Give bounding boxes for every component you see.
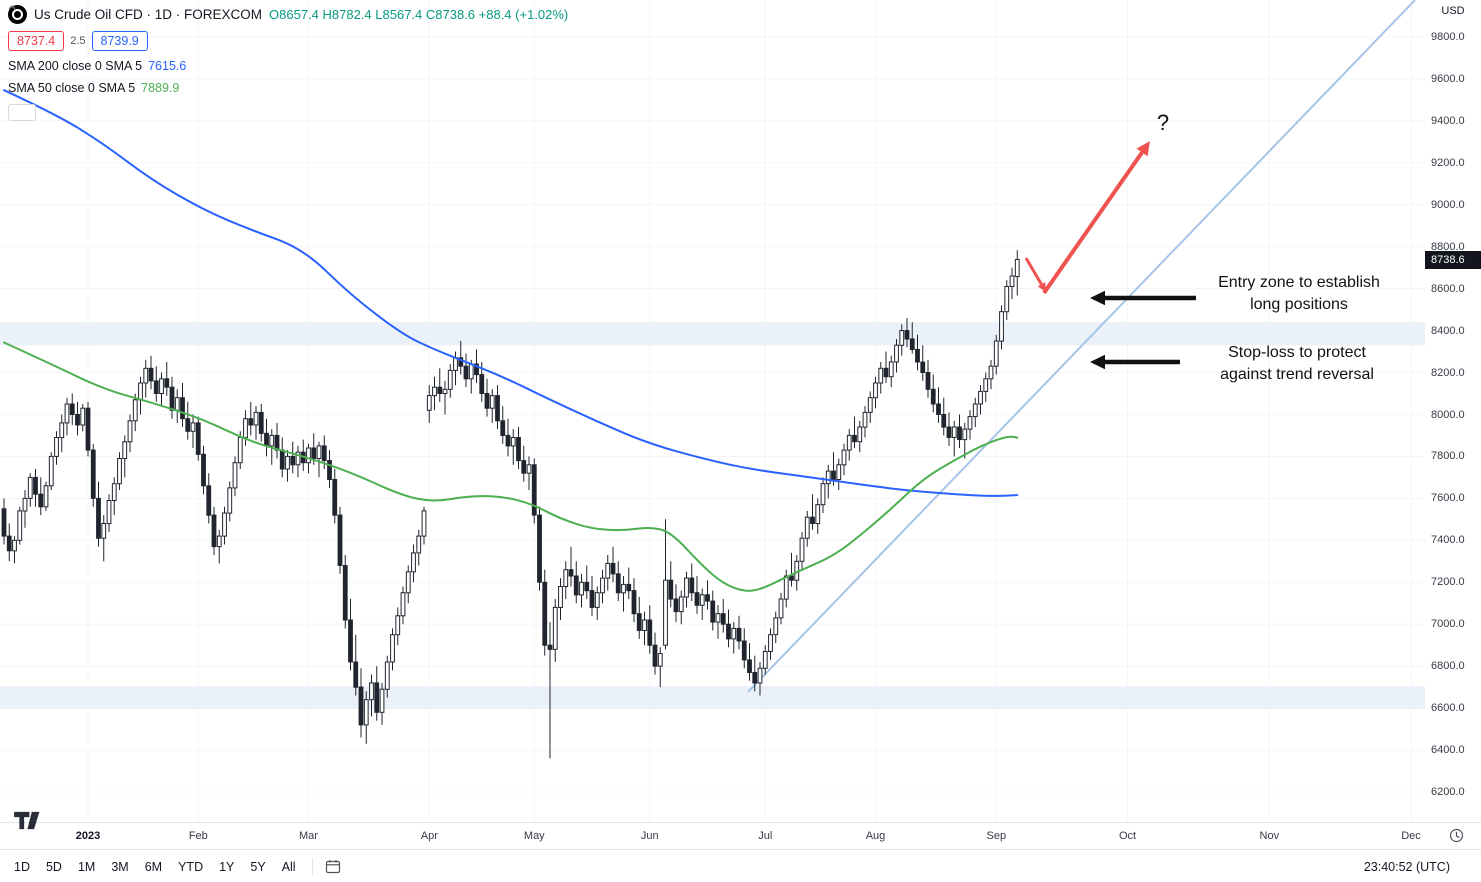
drawing-arrows-layer[interactable] xyxy=(1024,141,1196,370)
range-button-1m[interactable]: 1M xyxy=(77,859,96,874)
date-range-buttons: 1D 5D 1M 3M 6M YTD 1Y 5Y All xyxy=(6,856,304,878)
buy-ask-button[interactable]: 8739.9 xyxy=(91,31,148,51)
symbol-title-row: Us Crude Oil CFD · 1D · FOREXCOM O8657.4… xyxy=(8,5,568,24)
time-tick-label: Mar xyxy=(299,830,318,842)
instrument-logo-icon xyxy=(8,5,27,24)
legend-panel: Us Crude Oil CFD · 1D · FOREXCOM O8657.4… xyxy=(8,5,568,121)
price-tick-label: 8000.0 xyxy=(1431,408,1465,421)
grid-layer xyxy=(0,0,1425,822)
price-tick-label: 6800.0 xyxy=(1431,660,1465,673)
price-tick-label: 9000.0 xyxy=(1431,198,1465,211)
range-button-5d[interactable]: 5D xyxy=(45,859,62,874)
sma-50-legend[interactable]: SMA 50 close 0 SMA 5 7889.9 xyxy=(8,81,568,95)
time-tick-label: May xyxy=(523,830,545,842)
question-mark-annotation[interactable]: ? xyxy=(1156,110,1170,135)
time-tick-label: Jul xyxy=(758,830,773,842)
time-tick-label: Apr xyxy=(420,830,438,842)
price-tick-label: 6200.0 xyxy=(1431,786,1465,798)
range-button-3m[interactable]: 3M xyxy=(111,859,129,874)
time-tick-label: Jun xyxy=(640,830,659,842)
price-tick-label: 8400.0 xyxy=(1431,324,1465,337)
price-tick-label: 7400.0 xyxy=(1431,534,1465,547)
price-tick-label: 7600.0 xyxy=(1431,492,1465,505)
price-tick-label: 6600.0 xyxy=(1431,702,1465,715)
range-button-1d[interactable]: 1D xyxy=(14,859,30,874)
sma-200-legend[interactable]: SMA 200 close 0 SMA 5 7615.6 xyxy=(8,59,568,73)
legend-collapse-button[interactable] xyxy=(8,5,36,121)
stop-loss-arrow[interactable] xyxy=(1090,354,1180,370)
range-button-6m[interactable]: 6M xyxy=(144,859,163,874)
price-tick-label: 9200.0 xyxy=(1431,156,1465,169)
time-tick-label: Oct xyxy=(1118,830,1137,842)
price-tick-label: 6400.0 xyxy=(1431,744,1465,757)
sma-50-value: 7889.9 xyxy=(141,81,180,95)
chevron-up-icon xyxy=(8,5,16,10)
go-to-date-icon xyxy=(325,860,340,874)
time-tick-label: Feb xyxy=(188,830,208,842)
time-tick-label: 2023 xyxy=(75,830,101,842)
currency-label[interactable]: USD xyxy=(1441,5,1465,17)
ohlc-values: O8657.4 H8782.4 L8567.4 C8738.6 +88.4 (+… xyxy=(269,7,569,22)
last-price-badge: 8738.6 xyxy=(1425,250,1481,269)
time-tick-label: Nov xyxy=(1259,830,1280,842)
price-tick-label: 7200.0 xyxy=(1431,576,1465,589)
sma-50-line[interactable] xyxy=(3,341,1019,592)
price-zone[interactable] xyxy=(0,322,1425,346)
sell-bid-button[interactable]: 8737.4 xyxy=(8,31,65,51)
sma-200-label: SMA 200 close 0 SMA 5 xyxy=(8,59,143,73)
bid-ask-row: 8737.4 2.5 8739.9 xyxy=(8,31,568,51)
sma-200-value: 7615.6 xyxy=(148,59,187,73)
stop-loss-label[interactable]: Stop-loss to protect against trend revers… xyxy=(1220,344,1374,383)
price-tick-label: 8200.0 xyxy=(1431,366,1465,379)
range-button-all[interactable]: All xyxy=(281,859,296,874)
toolbar-divider xyxy=(311,858,313,875)
sma-200-line[interactable] xyxy=(3,89,1019,497)
candles-layer[interactable] xyxy=(1,250,1020,759)
price-tick-label: 9800.0 xyxy=(1431,30,1465,43)
range-button-5y[interactable]: 5Y xyxy=(250,859,266,874)
time-axis[interactable]: 2023 Feb Mar Apr May Jun Jul Aug Sep Oct Nov Dec xyxy=(0,822,1481,850)
chart-canvas[interactable]: Us Crude Oil CFD · 1D · FOREXCOM O8657.4… xyxy=(0,0,1426,830)
spread-label: 2.5 xyxy=(70,35,86,47)
price-tick-label: 9400.0 xyxy=(1431,114,1465,127)
time-tick-label: Sep xyxy=(986,830,1007,842)
timezone-clock-icon[interactable] xyxy=(1449,828,1464,846)
range-button-1y[interactable]: 1Y xyxy=(219,859,235,874)
pullback-arrow[interactable] xyxy=(1024,257,1046,292)
price-tick-label: 7000.0 xyxy=(1431,618,1465,631)
bottom-toolbar: 1D 5D 1M 3M 6M YTD 1Y 5Y All 23:40:52 (UTC) xyxy=(0,849,1481,882)
price-axis[interactable]: USD 9800.0 9600.0 9400.0 9200.0 9000.0 8800.0… xyxy=(1425,0,1481,822)
price-zone[interactable] xyxy=(0,686,1425,709)
tradingview-logo-icon xyxy=(14,811,40,830)
entry-zone-label[interactable]: Entry zone to establish long positions xyxy=(1218,274,1380,313)
price-tick-label: 7800.0 xyxy=(1431,450,1465,463)
toolbar-clock[interactable]: 23:40:52 (UTC) xyxy=(1363,859,1450,874)
time-tick-label: Dec xyxy=(1401,830,1421,842)
price-tick-label: 8600.0 xyxy=(1431,282,1465,295)
price-tick-label: 9600.0 xyxy=(1431,72,1465,85)
entry-zone-arrow[interactable] xyxy=(1090,290,1196,306)
price-tick-label: 8800.0 xyxy=(1431,240,1465,253)
go-to-date-button[interactable] xyxy=(321,857,345,876)
range-button-ytd[interactable]: YTD xyxy=(178,859,204,874)
trendline-drawing[interactable] xyxy=(747,0,1416,693)
sma-50-label: SMA 50 close 0 SMA 5 xyxy=(8,81,136,95)
symbol-title[interactable]: Us Crude Oil CFD · 1D · FOREXCOM xyxy=(34,7,263,22)
projection-arrow[interactable] xyxy=(1042,141,1150,295)
time-tick-label: Aug xyxy=(865,830,886,842)
